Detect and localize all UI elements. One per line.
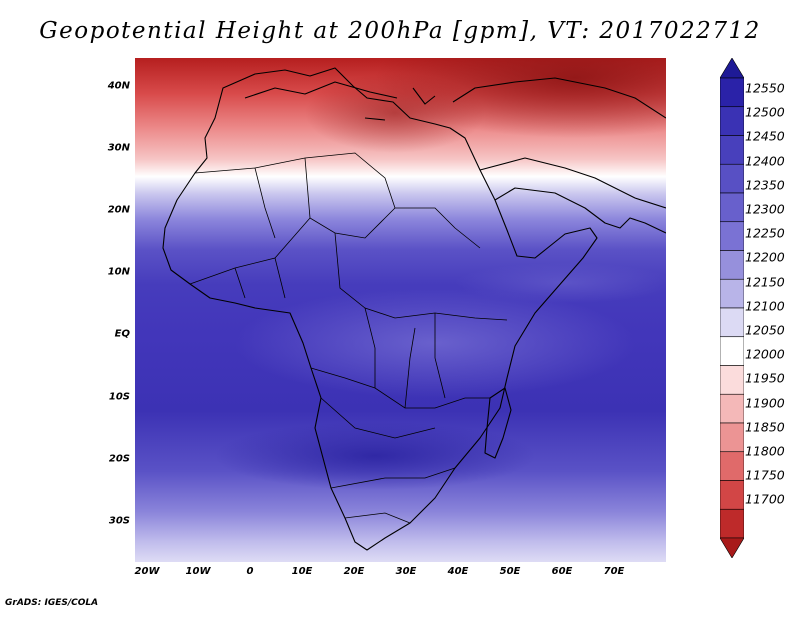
colorbar-swatch xyxy=(720,135,744,165)
colorbar-swatch xyxy=(720,192,744,223)
lat-label-30n: 30N xyxy=(107,142,130,154)
lon-label-20w: 20W xyxy=(134,566,160,577)
colorbar-swatch xyxy=(720,163,744,194)
colorbar-label: 12350 xyxy=(745,177,785,193)
colorbar-swatch xyxy=(720,336,744,366)
map-title: Geopotential Height at 200hPa [gpm], VT:… xyxy=(39,18,761,44)
lon-label-70e: 70E xyxy=(603,566,625,577)
colorbar-swatch xyxy=(720,508,744,539)
lon-label-30e: 30E xyxy=(395,566,417,577)
colorbar-label: 11800 xyxy=(745,443,785,459)
colorbar-swatch xyxy=(720,393,744,424)
colorbar-label: 12400 xyxy=(745,153,785,169)
colorbar-label: 11750 xyxy=(745,467,785,483)
lat-label-20n: 20N xyxy=(107,204,130,216)
lon-label-40e: 40E xyxy=(447,566,469,577)
lon-label-50e: 50E xyxy=(499,566,521,577)
lon-label-10w: 10W xyxy=(185,566,211,577)
colorbar-swatch xyxy=(720,480,744,510)
lat-label-30s: 30S xyxy=(108,515,130,527)
colorbar-swatch xyxy=(720,250,744,280)
colorbar-label: 11950 xyxy=(745,370,785,386)
lat-label-10n: 10N xyxy=(107,266,130,278)
colorbar-bottom-arrow xyxy=(720,537,744,558)
colorbar-top-arrow xyxy=(720,58,744,79)
height-field-map xyxy=(135,58,666,562)
colorbar-label: 12500 xyxy=(745,104,785,120)
colorbar-label: 12050 xyxy=(745,322,785,338)
colorbar-label: 12250 xyxy=(745,225,785,241)
lon-label-20e: 20E xyxy=(343,566,365,577)
lon-label-10e: 10E xyxy=(291,566,313,577)
colorbar-label: 11700 xyxy=(745,491,785,507)
colorbar-swatch xyxy=(720,278,744,309)
footer-credit: GrADS: IGES/COLA xyxy=(5,598,99,608)
colorbar-label: 12000 xyxy=(745,346,785,362)
colorbar-label: 12550 xyxy=(745,80,785,96)
colorbar-swatch xyxy=(720,221,744,251)
colorbar-label: 12150 xyxy=(745,274,785,290)
colorbar-swatch xyxy=(720,451,744,481)
colorbar-swatch xyxy=(720,307,744,338)
lat-label-10s: 10S xyxy=(108,391,130,403)
colorbar-label: 12450 xyxy=(745,128,785,144)
colorbar-swatch xyxy=(720,77,744,108)
colorbar-label: 12100 xyxy=(745,298,785,314)
colorbar xyxy=(720,58,744,558)
colorbar-label: 12200 xyxy=(745,249,785,265)
lat-label-40n: 40N xyxy=(107,80,130,92)
colorbar-label: 12300 xyxy=(745,201,785,217)
colorbar-swatch xyxy=(720,106,744,136)
lon-label-60e: 60E xyxy=(551,566,573,577)
lat-label-20s: 20S xyxy=(108,453,130,465)
colorbar-label: 11900 xyxy=(745,395,785,411)
colorbar-swatch xyxy=(720,422,744,453)
lat-label-eq: EQ xyxy=(114,328,130,340)
colorbar-swatch xyxy=(720,365,744,395)
colorbar-label: 11850 xyxy=(745,419,785,435)
lon-label-0: 0 xyxy=(246,566,254,577)
